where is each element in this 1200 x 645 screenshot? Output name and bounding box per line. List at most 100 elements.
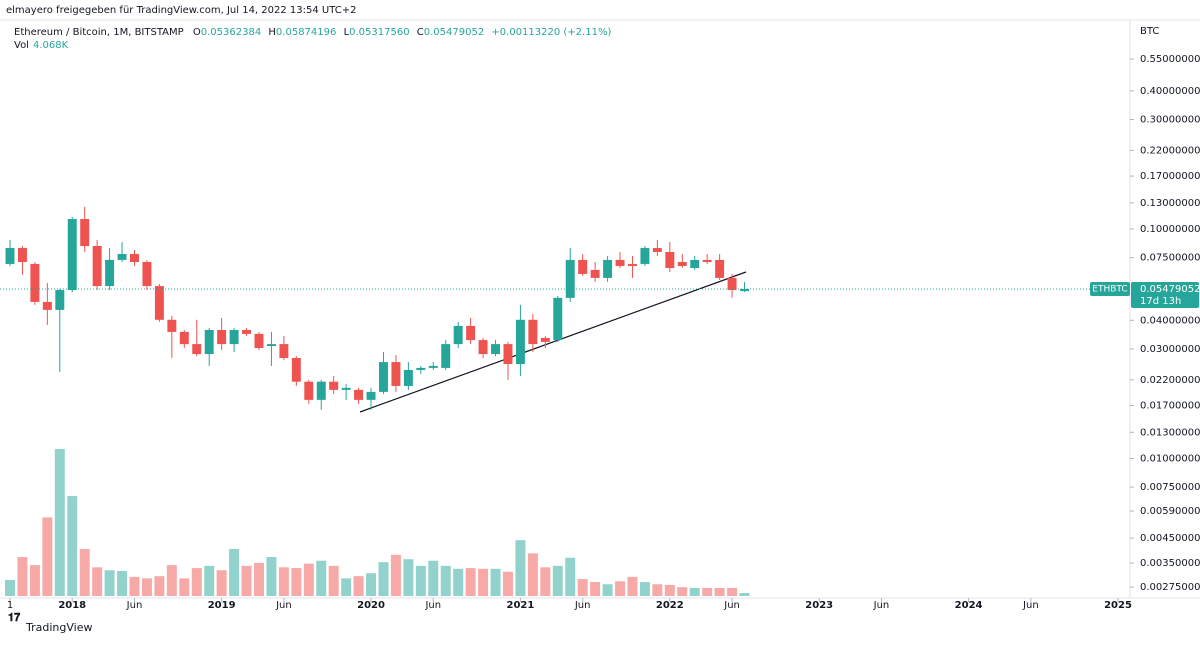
volume-bar xyxy=(652,584,663,596)
candle-body xyxy=(229,329,239,345)
candle-body xyxy=(279,344,289,358)
legend: Ethereum / Bitcoin, 1M, BITSTAMP O0.0536… xyxy=(14,27,611,51)
volume-bar xyxy=(328,565,339,596)
volume-bar xyxy=(639,582,650,596)
trend-line xyxy=(359,271,747,413)
candle-body xyxy=(491,344,501,355)
countdown: 17d 13h xyxy=(1140,296,1181,307)
volume-bar xyxy=(502,571,513,596)
volume-bar xyxy=(440,565,451,596)
volume-bar xyxy=(29,565,40,596)
candle-body xyxy=(329,381,339,390)
o-label: O xyxy=(193,27,201,38)
x-tick-label: 2023 xyxy=(805,600,833,611)
volume-bar xyxy=(278,567,289,596)
volume-bar xyxy=(664,584,675,596)
x-tick-label: Jun xyxy=(126,600,143,611)
volume-bar xyxy=(378,562,389,596)
candle-body xyxy=(503,344,513,364)
candle-body xyxy=(715,259,725,278)
price-tag-label: 0.05479052 xyxy=(1140,284,1200,295)
candle-body xyxy=(242,329,252,334)
candle-body xyxy=(466,325,476,341)
candle-body xyxy=(117,253,127,260)
volume-bar xyxy=(390,554,401,596)
y-tick-label: 0.10000000 xyxy=(1140,224,1200,235)
y-tick-label: 0.13000000 xyxy=(1140,198,1200,209)
volume-bar xyxy=(552,565,563,596)
volume-bar xyxy=(229,548,240,596)
volume-bar xyxy=(490,568,501,596)
candle-body xyxy=(142,261,152,287)
y-tick-label: 0.04000000 xyxy=(1140,315,1200,326)
price-tag xyxy=(1131,281,1199,308)
vol-label: Vol xyxy=(14,40,29,51)
volume-bar xyxy=(191,568,202,596)
volume-bar xyxy=(154,576,165,596)
volume-bar xyxy=(702,587,713,596)
vol-value: 4.068K xyxy=(33,40,69,51)
x-tick-label: 2021 xyxy=(507,600,535,611)
candle-body xyxy=(92,246,102,287)
candle-body xyxy=(603,259,613,278)
candle-body xyxy=(615,259,625,266)
candle-body xyxy=(67,219,77,291)
volume-bar xyxy=(527,553,538,596)
c-value: 0.05479052 xyxy=(424,27,484,38)
volume-bar xyxy=(54,449,65,596)
y-tick-label: 0.00275000 xyxy=(1140,582,1200,593)
candle-body xyxy=(291,357,301,382)
x-tick-label: Jun xyxy=(574,600,591,611)
y-tick-label: 0.02200000 xyxy=(1140,375,1200,386)
volume-bar xyxy=(141,578,152,596)
candle-body xyxy=(441,344,451,368)
candle-body xyxy=(55,290,65,310)
candle-body xyxy=(665,251,675,269)
candle-body xyxy=(453,325,463,345)
volume-bar xyxy=(5,579,15,596)
x-tick-label: 2025 xyxy=(1104,600,1132,611)
ticker-tag xyxy=(1090,281,1130,296)
candle-body xyxy=(379,362,388,392)
candle-body xyxy=(590,269,600,278)
l-value: 0.05317560 xyxy=(349,27,409,38)
candle-body xyxy=(316,381,326,400)
candle-body xyxy=(80,219,90,247)
volume-bar xyxy=(67,496,78,596)
volume-bar xyxy=(515,540,526,596)
y-tick-label: 0.03000000 xyxy=(1140,344,1200,355)
candle-body xyxy=(130,253,139,262)
attribution: elmayero freigegeben für TradingView.com… xyxy=(6,5,356,16)
y-tick-label: 0.17000000 xyxy=(1140,171,1200,182)
volume-bar xyxy=(590,582,601,596)
symbol-legend: Ethereum / Bitcoin, 1M, BITSTAMP O0.0536… xyxy=(14,27,611,38)
y-tick-label: 0.00590000 xyxy=(1140,506,1200,517)
candle-body xyxy=(640,248,650,264)
change: +0.00113220 (+2.11%) xyxy=(491,27,611,38)
volume-bar xyxy=(179,578,190,596)
candle-body xyxy=(578,259,588,274)
x-tick-label: 2024 xyxy=(955,600,983,611)
volume-bar xyxy=(366,573,377,596)
volume-bar xyxy=(42,517,53,596)
candle-body xyxy=(540,337,550,342)
candle-body xyxy=(727,277,737,291)
y-tick-label: 0.01300000 xyxy=(1140,427,1200,438)
volume-bar xyxy=(428,560,439,596)
x-tick-label: Jun xyxy=(275,600,292,611)
volume-bar xyxy=(241,565,252,596)
candle-body xyxy=(179,331,189,345)
h-label: H xyxy=(268,27,276,38)
candle-body xyxy=(740,288,749,292)
volume-bar xyxy=(291,568,302,596)
candle-body xyxy=(403,369,413,386)
candle-body xyxy=(391,362,401,386)
candle-body xyxy=(565,259,575,298)
volume-bar xyxy=(627,576,638,596)
x-tick-label: 1 xyxy=(7,600,13,611)
candle-body xyxy=(254,333,264,348)
y-tick-label: 0.00450000 xyxy=(1140,533,1200,544)
brand: TradingView xyxy=(25,621,92,634)
volume-bar xyxy=(266,557,277,596)
